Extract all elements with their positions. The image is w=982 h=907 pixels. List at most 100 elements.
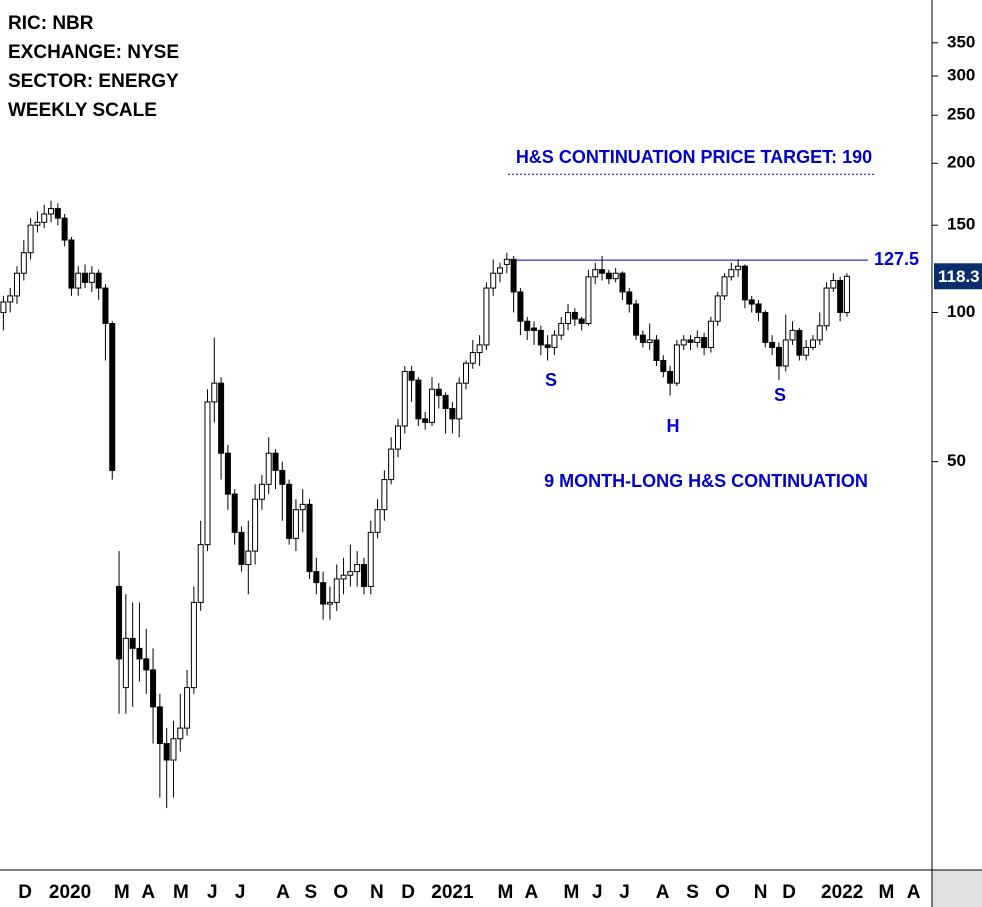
candle-body	[54, 208, 61, 219]
candle-body	[415, 379, 422, 420]
candle-body	[558, 322, 565, 336]
candle-body	[748, 299, 755, 305]
candle-body	[286, 483, 293, 539]
candle-body	[585, 276, 592, 324]
candle-body	[388, 448, 395, 481]
candle-body	[646, 339, 653, 343]
candle-body	[88, 272, 95, 283]
x-tick-label: A	[907, 882, 921, 903]
x-tick-label: A	[524, 882, 538, 903]
candle-body	[224, 452, 231, 495]
candle-body	[755, 303, 762, 313]
candle-body	[531, 327, 538, 331]
x-tick-label: M	[498, 882, 514, 903]
candle-body	[170, 738, 177, 761]
x-tick-label: M	[564, 882, 580, 903]
x-tick-label: O	[333, 882, 348, 903]
pattern-label: S	[545, 370, 557, 390]
candle-body	[599, 269, 606, 274]
candle-body	[510, 258, 517, 293]
x-tick-label: A	[656, 882, 670, 903]
candle-body	[238, 531, 245, 566]
candle-body	[143, 658, 150, 671]
y-tick-label: 100	[947, 302, 975, 321]
x-tick-label: O	[715, 882, 730, 903]
x-tick-label: 2020	[49, 882, 91, 903]
candle-body	[619, 272, 626, 293]
candle-body	[367, 531, 374, 587]
candle-body	[75, 272, 82, 289]
candle-body	[408, 371, 415, 381]
candle-body	[789, 329, 796, 341]
x-tick-label: 2022	[821, 882, 863, 903]
candle-body	[762, 311, 769, 343]
candle-body	[14, 272, 21, 297]
y-tick-label: 250	[947, 105, 975, 124]
candle-body	[673, 344, 680, 384]
candle-body	[830, 280, 837, 289]
candle-body	[639, 334, 646, 343]
candle-body	[116, 585, 123, 660]
candle-body	[122, 637, 129, 689]
candle-body	[326, 601, 333, 605]
candle-body	[61, 217, 68, 241]
candle-body	[544, 344, 551, 348]
candle-body	[551, 334, 558, 348]
candle-body	[20, 252, 27, 274]
last-price-label: 118.3	[938, 267, 980, 286]
x-tick-label: N	[754, 882, 768, 903]
candle-body	[150, 669, 157, 708]
x-tick-label: M	[879, 882, 895, 903]
candle-body	[728, 269, 735, 278]
pattern-label: H	[667, 416, 680, 436]
candle-body	[401, 371, 408, 427]
x-tick-label: M	[114, 882, 130, 903]
candle-body	[34, 221, 41, 226]
candle-body	[245, 550, 252, 566]
target-label: H&S CONTINUATION PRICE TARGET: 190	[516, 147, 872, 167]
candle-body	[7, 295, 14, 303]
y-tick-label: 50	[947, 451, 966, 470]
candle-body	[292, 509, 299, 539]
candle-body	[714, 295, 721, 322]
x-tick-label: 2021	[431, 882, 474, 903]
candle-body	[102, 287, 109, 324]
x-tick-label: S	[305, 882, 318, 903]
candle-body	[313, 571, 320, 584]
candle-body	[156, 706, 163, 744]
x-tick-label: A	[141, 882, 155, 903]
candle-body	[524, 320, 531, 331]
candle-body	[483, 287, 490, 346]
candle-body	[469, 352, 476, 364]
candle-body	[265, 452, 272, 485]
candle-body	[660, 359, 667, 373]
candle-body	[803, 346, 810, 356]
x-tick-label: N	[370, 882, 384, 903]
candle-body	[354, 564, 361, 573]
candle-body	[82, 272, 89, 283]
x-tick-label: D	[782, 882, 796, 903]
candle-body	[843, 275, 850, 313]
candle-body	[837, 280, 844, 313]
candle-body	[0, 301, 7, 313]
candle-body	[626, 291, 633, 305]
x-tick-label: J	[207, 882, 218, 903]
candle-body	[435, 388, 442, 396]
candle-body	[701, 337, 708, 348]
y-tick-label: 300	[947, 65, 975, 84]
candle-body	[163, 742, 170, 761]
candle-body	[306, 503, 313, 573]
candle-body	[741, 265, 748, 301]
candle-body	[735, 265, 742, 271]
candle-body	[537, 329, 544, 346]
candle-body	[796, 329, 803, 356]
pattern-title: 9 MONTH-LONG H&S CONTINUATION	[544, 471, 868, 491]
candle-body	[204, 401, 211, 546]
x-tick-label: S	[686, 882, 699, 903]
candle-body	[769, 341, 776, 348]
candle-body	[422, 418, 429, 423]
x-tick-label: D	[18, 882, 32, 903]
candle-body	[68, 239, 75, 289]
x-tick-label: A	[276, 882, 290, 903]
